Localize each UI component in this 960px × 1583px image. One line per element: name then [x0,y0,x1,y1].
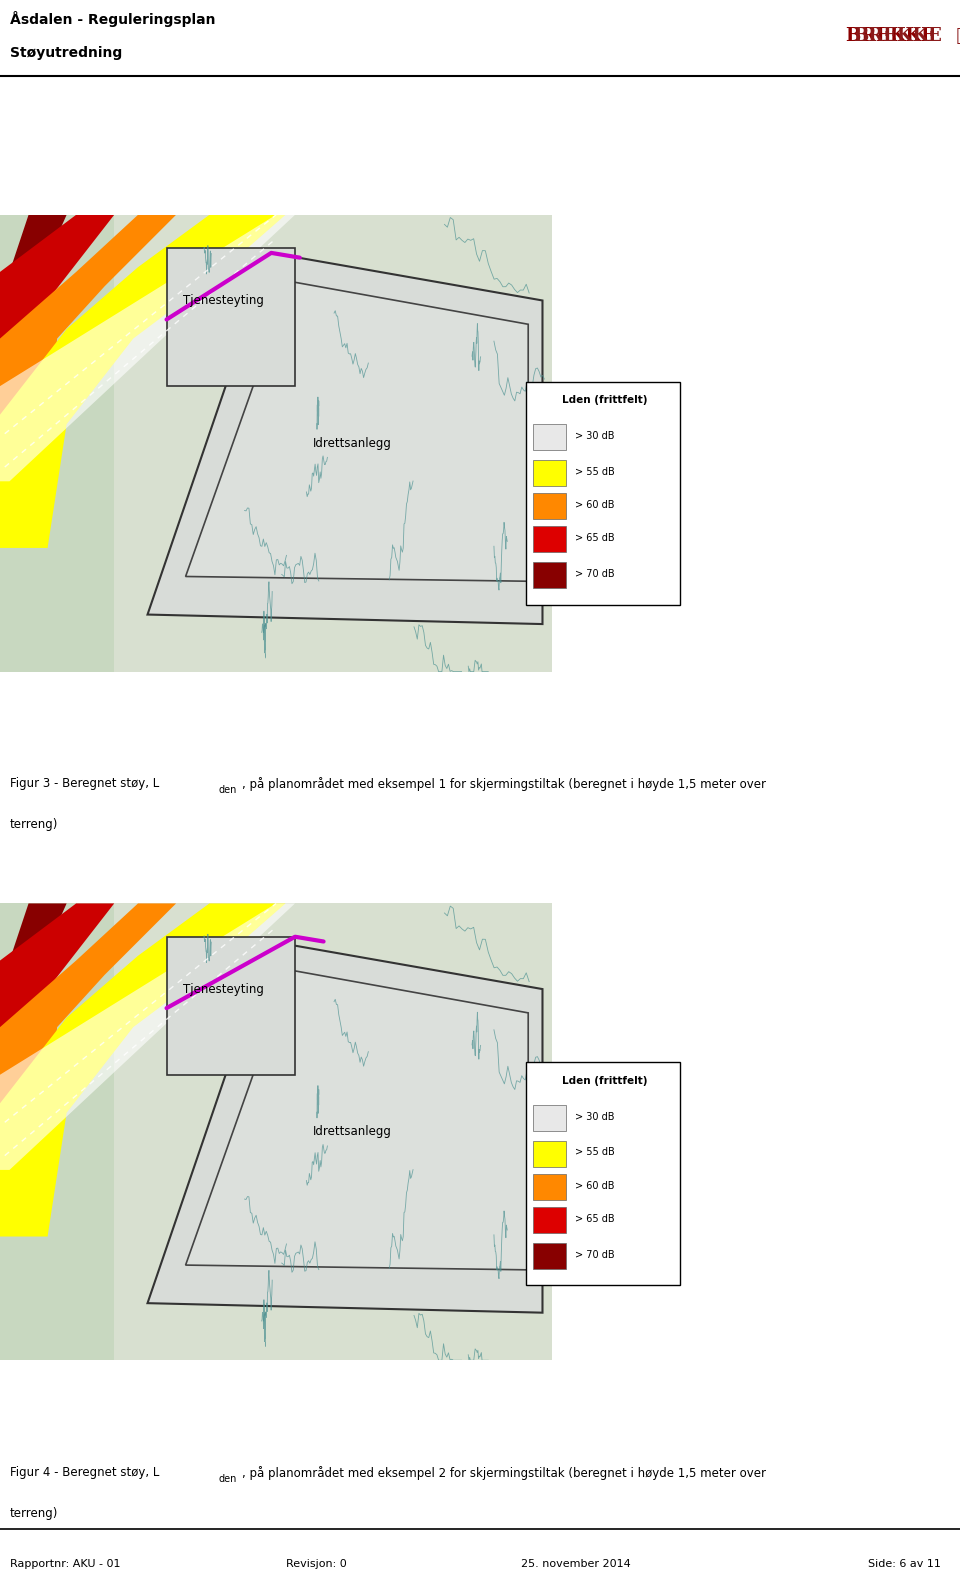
Bar [533,1175,565,1200]
Text: Revisjon: 0: Revisjon: 0 [286,1559,348,1569]
Text: > 55 dB: > 55 dB [575,467,615,476]
Text: BREKKE: BREKKE [846,27,941,44]
Text: Støyutredning: Støyutredning [10,46,122,60]
Bar [533,527,565,552]
Bar [533,424,565,450]
Bar [533,459,565,486]
FancyBboxPatch shape [526,382,680,605]
Text: terreng): terreng) [10,818,58,831]
Text: 25. november 2014: 25. november 2014 [521,1559,631,1569]
Text: BREKKE: BREKKE [853,27,942,46]
Bar [533,1105,565,1130]
Polygon shape [148,253,542,624]
Bar [533,1243,565,1270]
Polygon shape [0,215,285,548]
Text: > 60 dB: > 60 dB [575,500,615,510]
Text: , på planområdet med eksempel 1 for skjermingstiltak (beregnet i høyde 1,5 meter: , på planområdet med eksempel 1 for skje… [242,777,766,792]
Polygon shape [166,249,295,386]
Text: > 60 dB: > 60 dB [575,1181,615,1190]
Polygon shape [0,215,176,443]
Text: Åsdalen - Reguleringsplan: Åsdalen - Reguleringsplan [10,11,215,27]
Bar [114,904,552,1360]
FancyBboxPatch shape [526,1062,680,1285]
Polygon shape [166,937,295,1075]
Polygon shape [148,942,542,1312]
Text: > 70 dB: > 70 dB [575,1249,615,1260]
Polygon shape [0,904,176,1132]
Text: terreng): terreng) [10,1507,58,1520]
Text: > 55 dB: > 55 dB [575,1148,615,1157]
Bar [533,1140,565,1167]
Text: Tjenesteyting: Tjenesteyting [183,294,264,307]
Text: Tjenesteyting: Tjenesteyting [183,983,264,996]
Text: Side: 6 av 11: Side: 6 av 11 [868,1559,941,1569]
Bar [533,562,565,589]
Text: Figur 3 - Beregnet støy, L: Figur 3 - Beregnet støy, L [10,777,158,790]
Polygon shape [0,215,114,358]
Text: Idrettsanlegg: Idrettsanlegg [313,1126,392,1138]
Bar [533,1208,565,1233]
Text: Rapportnr: AKU - 01: Rapportnr: AKU - 01 [10,1559,120,1569]
Polygon shape [0,904,114,1046]
Text: Lden (frittfelt): Lden (frittfelt) [562,396,648,405]
Text: Idrettsanlegg: Idrettsanlegg [313,437,392,450]
Text: den: den [219,785,237,796]
Text: den: den [219,1474,237,1485]
Polygon shape [185,282,528,581]
Bar [114,215,552,671]
Text: , på planområdet med eksempel 2 for skjermingstiltak (beregnet i høyde 1,5 meter: , på planområdet med eksempel 2 for skje… [242,1466,766,1480]
Text: Figur 4 - Beregnet støy, L: Figur 4 - Beregnet støy, L [10,1466,159,1479]
Text: > 30 dB: > 30 dB [575,1111,615,1122]
Polygon shape [0,904,66,989]
Text: > 65 dB: > 65 dB [575,533,615,543]
Text: ⋮⋮⋮ STRAND: ⋮⋮⋮ STRAND [944,27,960,46]
Polygon shape [0,215,295,481]
Bar [533,494,565,519]
Polygon shape [0,904,285,1236]
Text: > 70 dB: > 70 dB [575,568,615,579]
Text: > 30 dB: > 30 dB [575,431,615,442]
Polygon shape [185,970,528,1270]
Polygon shape [0,904,295,1170]
Polygon shape [0,215,66,301]
Text: > 65 dB: > 65 dB [575,1214,615,1224]
Text: Lden (frittfelt): Lden (frittfelt) [562,1076,648,1086]
